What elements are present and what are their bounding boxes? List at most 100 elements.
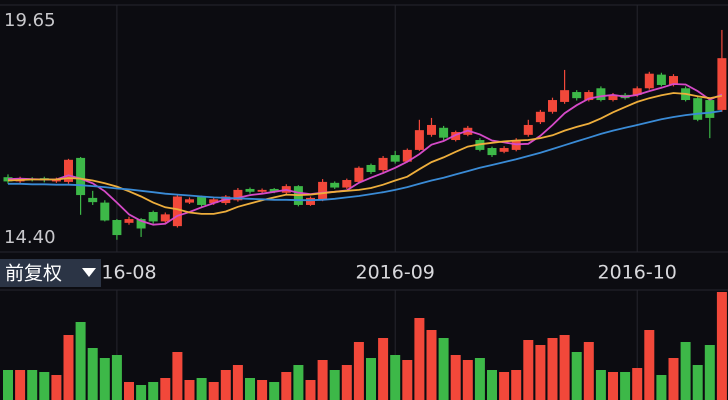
volume-bar <box>317 360 328 400</box>
volume-bar <box>668 358 679 400</box>
volume-bar <box>511 370 522 400</box>
candle-body <box>656 74 666 85</box>
candle-body <box>427 124 436 135</box>
candle-body <box>172 196 182 227</box>
volume-bar <box>632 368 643 400</box>
volume-bar <box>111 355 122 400</box>
volume-bar <box>692 365 703 400</box>
candle-body <box>245 188 255 192</box>
candle-body <box>257 189 267 192</box>
candle-body <box>185 199 194 203</box>
volume-bar <box>390 355 401 400</box>
volume-bars <box>3 292 727 400</box>
candle-body <box>560 90 570 102</box>
volume-bar <box>462 360 473 400</box>
candle-body <box>572 92 582 99</box>
candle-body <box>136 219 146 229</box>
volume-bar <box>341 365 352 400</box>
volume-bar <box>15 370 26 400</box>
candle-body <box>366 164 376 173</box>
y-tick-label: 19.65 <box>4 10 56 31</box>
candle-body <box>209 199 219 204</box>
volume-bar <box>353 342 364 400</box>
candle-body <box>148 212 158 222</box>
volume-bar <box>438 338 449 400</box>
adjust-button[interactable]: 前复权 <box>0 259 101 287</box>
candle-body <box>233 189 243 201</box>
candle-body <box>3 177 13 182</box>
volume-bar <box>366 358 376 400</box>
candle-body <box>608 94 618 101</box>
volume-bar <box>559 335 570 400</box>
volume-bar <box>245 378 255 400</box>
button-background[interactable] <box>0 259 101 287</box>
volume-bar <box>329 370 340 400</box>
ma-line <box>8 110 723 202</box>
volume-bar <box>269 382 280 400</box>
candle-body <box>100 202 110 221</box>
volume-bar <box>232 365 243 400</box>
volume-bar <box>680 342 691 400</box>
candle-body <box>124 219 134 223</box>
volume-bar <box>704 345 715 400</box>
candle-body <box>112 220 122 236</box>
candle-body <box>669 76 678 85</box>
volume-bar <box>547 338 558 400</box>
volume-bar <box>499 372 510 400</box>
volume-bar <box>402 360 413 400</box>
candle-body <box>378 157 388 171</box>
candle-body <box>342 180 352 188</box>
y-tick-label: 14.40 <box>4 227 56 248</box>
grid <box>0 4 728 400</box>
volume-bar <box>172 352 183 400</box>
candle-body <box>269 188 279 192</box>
volume-bar <box>474 358 485 400</box>
candle-body <box>705 100 715 118</box>
volume-bar <box>716 292 727 400</box>
candle-body <box>535 111 545 123</box>
volume-bar <box>75 322 86 400</box>
volume-bar <box>620 372 631 400</box>
dropdown-arrow[interactable] <box>82 268 96 277</box>
volume-bar <box>378 338 389 400</box>
volume-bar <box>305 380 316 400</box>
volume-bar <box>583 342 594 400</box>
volume-bar <box>208 382 219 400</box>
volume-bar <box>136 385 147 400</box>
volume-bar <box>644 330 655 400</box>
candle-body <box>499 148 509 152</box>
candle-body <box>64 159 73 182</box>
candle-body <box>584 92 594 101</box>
volume-bar <box>27 370 38 400</box>
volume-bar <box>99 358 110 400</box>
volume-bar <box>535 345 546 400</box>
volume-bar <box>608 372 618 400</box>
volume-bar <box>281 372 292 400</box>
candle-body <box>354 167 364 182</box>
x-tick-label: 2016-10 <box>598 262 677 284</box>
volume-bar <box>414 318 425 400</box>
candle-body <box>306 197 315 205</box>
volume-bar <box>63 335 74 400</box>
volume-bar <box>656 375 667 400</box>
volume-bar <box>160 378 171 400</box>
volume-bar <box>450 355 461 400</box>
candle-body <box>197 196 207 205</box>
ma-line <box>7 83 723 226</box>
candle-body <box>596 88 606 101</box>
candle-body <box>548 100 557 112</box>
candle-body <box>451 132 461 141</box>
volume-bar <box>196 378 207 400</box>
volume-bar <box>426 330 437 400</box>
volume-bar <box>595 370 606 400</box>
candle-body <box>402 149 412 162</box>
button-label[interactable]: 前复权 <box>5 263 62 285</box>
moving-averages <box>7 83 723 226</box>
candle-body <box>318 181 328 200</box>
candle-body <box>160 214 170 222</box>
candle-body <box>717 58 727 110</box>
volume-bar <box>571 352 582 400</box>
